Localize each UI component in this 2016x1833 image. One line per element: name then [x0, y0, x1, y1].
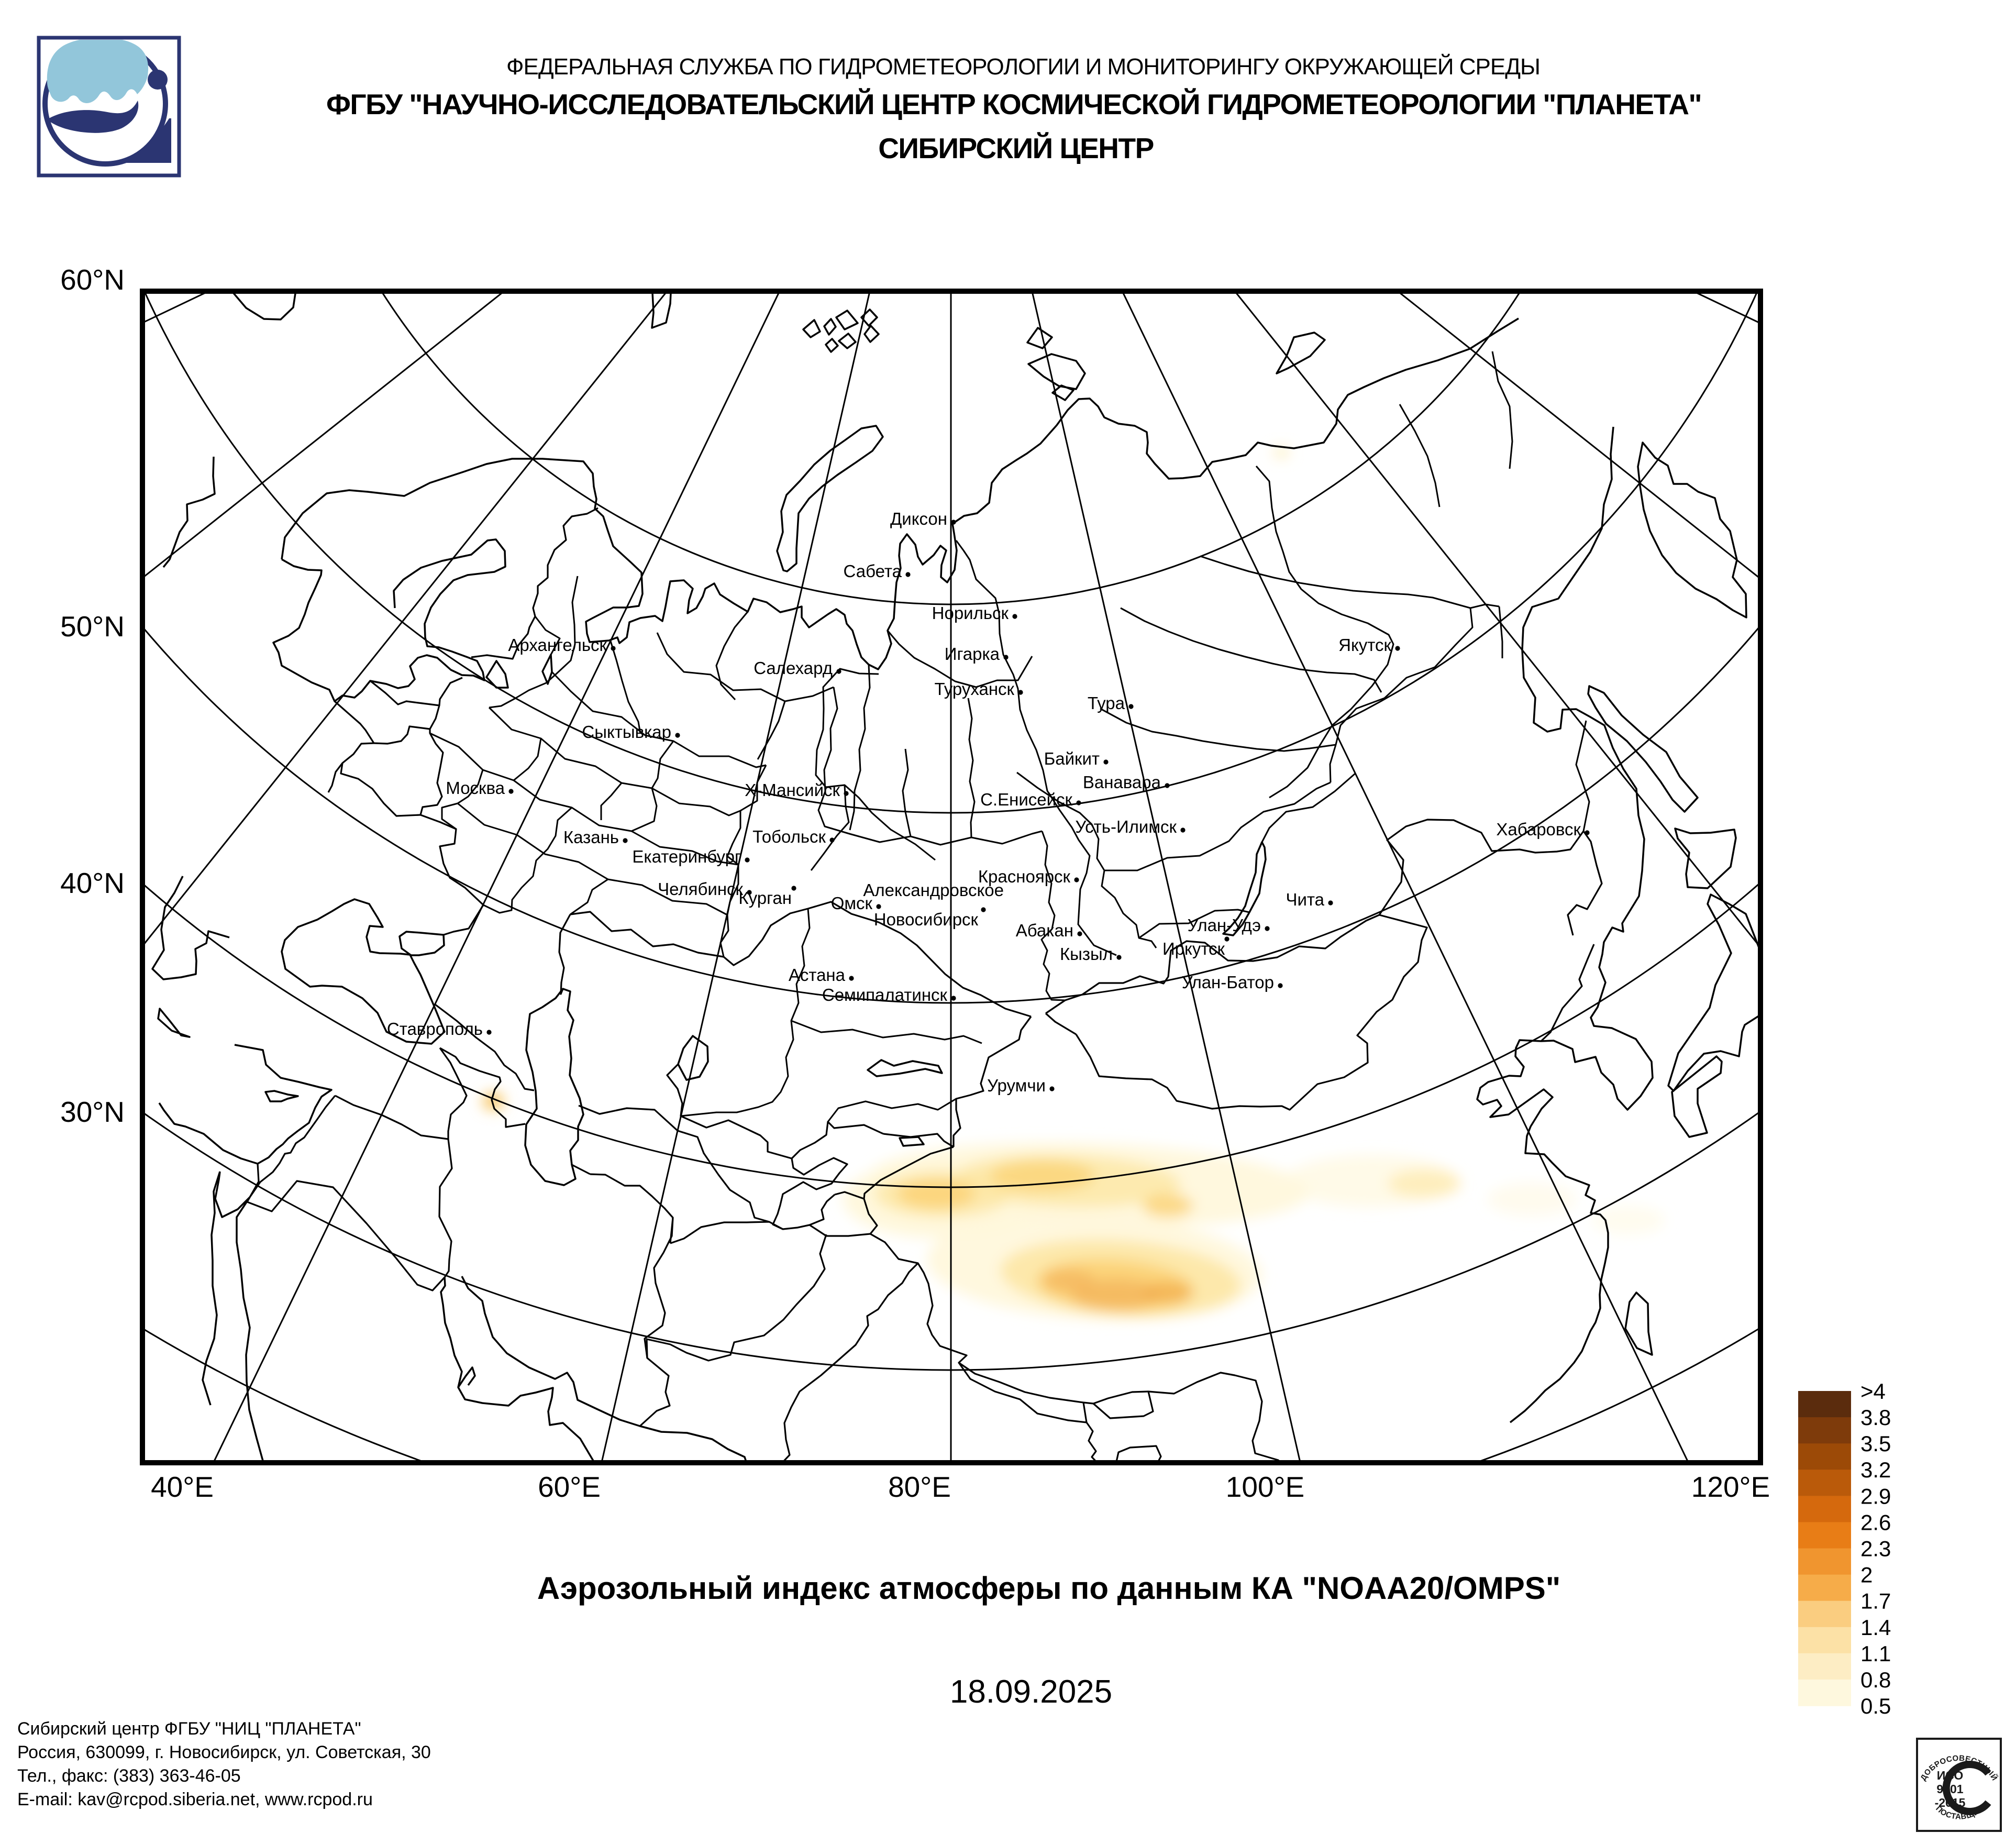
svg-text:2.6: 2.6 [1860, 1510, 1891, 1534]
svg-text:3.5: 3.5 [1860, 1431, 1891, 1456]
svg-text:>4: >4 [1860, 1379, 1886, 1404]
svg-text:18.09.2025: 18.09.2025 [950, 1674, 1112, 1710]
svg-text:Чита: Чита [1286, 890, 1324, 909]
svg-text:Сабета: Сабета [844, 561, 902, 581]
svg-text:E-mail: kav@rcpod.siberia.net,: E-mail: kav@rcpod.siberia.net, www.rcpod… [17, 1790, 373, 1809]
svg-text:Урумчи: Урумчи [987, 1076, 1046, 1095]
svg-text:Норильск: Норильск [932, 603, 1009, 623]
svg-text:Улан-Удэ: Улан-Удэ [1188, 915, 1261, 935]
svg-text:ИСО: ИСО [1937, 1769, 1963, 1782]
svg-text:2.3: 2.3 [1860, 1537, 1891, 1561]
svg-text:1.1: 1.1 [1860, 1641, 1891, 1666]
svg-text:Новосибирск: Новосибирск [874, 910, 979, 929]
svg-text:60°E: 60°E [538, 1471, 601, 1503]
svg-text:Улан-Батор: Улан-Батор [1182, 973, 1274, 992]
svg-text:50°N: 50°N [60, 610, 125, 643]
svg-text:3.2: 3.2 [1860, 1457, 1891, 1482]
svg-text:Челябинск: Челябинск [658, 879, 743, 899]
svg-text:Усть-Илимск: Усть-Илимск [1075, 817, 1177, 836]
svg-text:0.5: 0.5 [1860, 1694, 1891, 1718]
svg-text:Кызыл: Кызыл [1060, 944, 1113, 964]
svg-text:Тел., факс: (383) 363-46-05: Тел., факс: (383) 363-46-05 [17, 1766, 241, 1786]
svg-text:Диксон: Диксон [890, 509, 947, 528]
svg-text:Сибирский центр ФГБУ "НИЦ "ПЛА: Сибирский центр ФГБУ "НИЦ "ПЛАНЕТА" [17, 1719, 361, 1739]
svg-text:40°N: 40°N [60, 867, 125, 899]
svg-text:Иркутск: Иркутск [1162, 939, 1225, 958]
svg-text:100°E: 100°E [1226, 1471, 1304, 1503]
svg-text:1.7: 1.7 [1860, 1589, 1891, 1614]
svg-text:Х-Мансийск: Х-Мансийск [745, 780, 840, 800]
svg-text:30°N: 30°N [60, 1096, 125, 1128]
svg-text:Омск: Омск [831, 893, 873, 913]
svg-text:80°E: 80°E [888, 1471, 951, 1503]
svg-text:-2015: -2015 [1935, 1796, 1966, 1809]
svg-text:0.8: 0.8 [1860, 1668, 1891, 1692]
svg-text:Якутск: Якутск [1338, 635, 1391, 655]
svg-text:Салехард: Салехард [754, 658, 833, 678]
svg-text:Аэрозольный индекс атмосферы п: Аэрозольный индекс атмосферы по данным К… [537, 1571, 1560, 1606]
svg-text:ФГБУ "НАУЧНО-ИССЛЕДОВАТЕЛЬСКИЙ: ФГБУ "НАУЧНО-ИССЛЕДОВАТЕЛЬСКИЙ ЦЕНТР КОС… [326, 87, 1701, 120]
svg-text:1.4: 1.4 [1860, 1615, 1891, 1640]
svg-text:120°E: 120°E [1691, 1471, 1770, 1503]
svg-text:Курган: Курган [738, 888, 792, 908]
svg-text:Семипалатинск: Семипалатинск [822, 985, 948, 1004]
svg-text:Хабаровск: Хабаровск [1496, 820, 1581, 839]
svg-text:Александровское: Александровское [863, 880, 1004, 900]
svg-text:9001: 9001 [1936, 1782, 1963, 1796]
svg-text:2.9: 2.9 [1860, 1484, 1891, 1508]
svg-text:Казань: Казань [563, 827, 619, 847]
svg-text:Абакан: Абакан [1016, 921, 1073, 940]
svg-text:ФЕДЕРАЛЬНАЯ СЛУЖБА ПО ГИДРОМЕТ: ФЕДЕРАЛЬНАЯ СЛУЖБА ПО ГИДРОМЕТЕОРОЛОГИИ … [506, 53, 1540, 80]
svg-text:Ставрополь: Ставрополь [387, 1019, 483, 1039]
svg-text:Тобольск: Тобольск [752, 827, 826, 846]
svg-text:Ванавара: Ванавара [1083, 772, 1161, 792]
svg-text:3.8: 3.8 [1860, 1405, 1891, 1430]
svg-text:С.Енисейск: С.Енисейск [980, 790, 1072, 809]
svg-text:Москва: Москва [446, 778, 505, 798]
svg-text:Байкит: Байкит [1044, 749, 1100, 768]
svg-text:60°N: 60°N [60, 263, 125, 296]
svg-text:Тура: Тура [1088, 693, 1125, 713]
svg-text:2: 2 [1860, 1563, 1873, 1587]
svg-text:Астана: Астана [789, 965, 846, 985]
svg-text:Архангельск: Архангельск [508, 635, 607, 655]
svg-text:Туруханск: Туруханск [934, 679, 1014, 699]
svg-text:Сыктывкар: Сыктывкар [582, 722, 671, 742]
svg-text:Россия, 630099, г. Новосибирск: Россия, 630099, г. Новосибирск, ул. Сове… [17, 1742, 431, 1762]
svg-text:Красноярск: Красноярск [978, 867, 1071, 886]
svg-text:СИБИРСКИЙ ЦЕНТР: СИБИРСКИЙ ЦЕНТР [878, 131, 1154, 164]
svg-text:Екатеринбург: Екатеринбург [632, 847, 741, 866]
svg-text:Игарка: Игарка [945, 644, 1000, 664]
svg-text:40°E: 40°E [151, 1471, 214, 1503]
